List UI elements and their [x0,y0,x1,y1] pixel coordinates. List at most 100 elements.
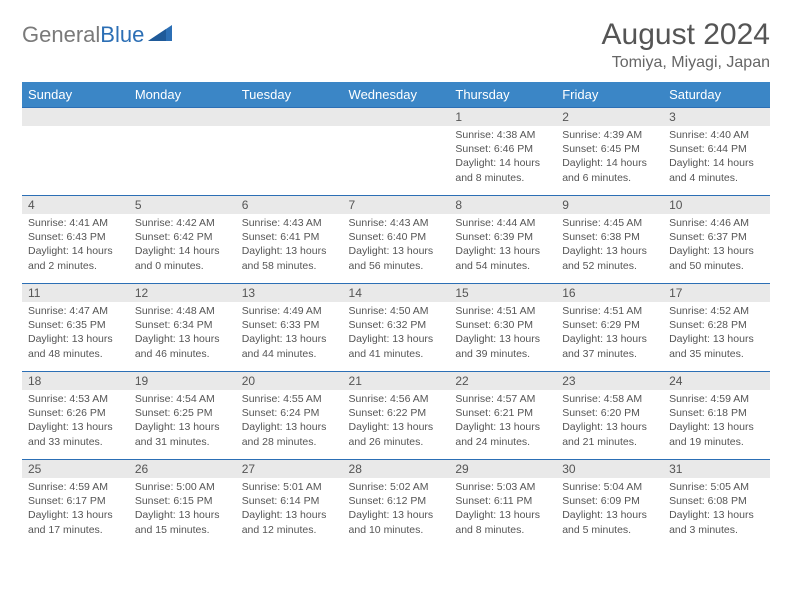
daylight-text-2: and 44 minutes. [242,347,337,361]
sunrise-text: Sunrise: 4:50 AM [349,304,444,318]
daylight-text-1: Daylight: 13 hours [28,508,123,522]
calendar-day-cell: 23Sunrise: 4:58 AMSunset: 6:20 PMDayligh… [556,371,663,459]
daylight-text-1: Daylight: 13 hours [669,508,764,522]
calendar-day-cell [236,107,343,195]
day-number: 18 [22,371,129,390]
day-number: 4 [22,195,129,214]
calendar-day-cell: 13Sunrise: 4:49 AMSunset: 6:33 PMDayligh… [236,283,343,371]
daylight-text-2: and 17 minutes. [28,523,123,537]
day-number: 1 [449,107,556,126]
sunset-text: Sunset: 6:29 PM [562,318,657,332]
day-details: Sunrise: 4:48 AMSunset: 6:34 PMDaylight:… [129,302,236,365]
day-details: Sunrise: 4:43 AMSunset: 6:40 PMDaylight:… [343,214,450,277]
location-subtitle: Tomiya, Miyagi, Japan [602,54,770,72]
day-details: Sunrise: 4:40 AMSunset: 6:44 PMDaylight:… [663,126,770,189]
day-details: Sunrise: 5:00 AMSunset: 6:15 PMDaylight:… [129,478,236,539]
daylight-text-1: Daylight: 14 hours [135,244,230,258]
day-details: Sunrise: 4:47 AMSunset: 6:35 PMDaylight:… [22,302,129,365]
calendar-table: Sunday Monday Tuesday Wednesday Thursday… [22,82,770,547]
weekday-header: Friday [556,82,663,107]
calendar-day-cell: 1Sunrise: 4:38 AMSunset: 6:46 PMDaylight… [449,107,556,195]
day-number: 23 [556,371,663,390]
sunset-text: Sunset: 6:37 PM [669,230,764,244]
day-number-empty [22,107,129,126]
daylight-text-1: Daylight: 13 hours [455,420,550,434]
daylight-text-1: Daylight: 13 hours [349,420,444,434]
daylight-text-2: and 5 minutes. [562,523,657,537]
weekday-header: Monday [129,82,236,107]
calendar-day-cell: 31Sunrise: 5:05 AMSunset: 6:08 PMDayligh… [663,459,770,547]
daylight-text-1: Daylight: 13 hours [242,244,337,258]
calendar-day-cell: 22Sunrise: 4:57 AMSunset: 6:21 PMDayligh… [449,371,556,459]
calendar-day-cell: 25Sunrise: 4:59 AMSunset: 6:17 PMDayligh… [22,459,129,547]
day-number: 24 [663,371,770,390]
calendar-day-cell: 14Sunrise: 4:50 AMSunset: 6:32 PMDayligh… [343,283,450,371]
daylight-text-2: and 52 minutes. [562,259,657,273]
daylight-text-2: and 26 minutes. [349,435,444,449]
sunrise-text: Sunrise: 4:47 AM [28,304,123,318]
sunrise-text: Sunrise: 4:49 AM [242,304,337,318]
day-number: 29 [449,459,556,478]
daylight-text-1: Daylight: 13 hours [28,332,123,346]
day-details: Sunrise: 4:56 AMSunset: 6:22 PMDaylight:… [343,390,450,453]
day-number: 26 [129,459,236,478]
sunrise-text: Sunrise: 4:57 AM [455,392,550,406]
calendar-day-cell [129,107,236,195]
day-number-empty [236,107,343,126]
daylight-text-2: and 41 minutes. [349,347,444,361]
daylight-text-2: and 37 minutes. [562,347,657,361]
daylight-text-1: Daylight: 13 hours [669,244,764,258]
daylight-text-1: Daylight: 13 hours [562,244,657,258]
daylight-text-1: Daylight: 13 hours [455,332,550,346]
sunrise-text: Sunrise: 5:03 AM [455,480,550,494]
day-details: Sunrise: 5:03 AMSunset: 6:11 PMDaylight:… [449,478,556,539]
calendar-day-cell: 27Sunrise: 5:01 AMSunset: 6:14 PMDayligh… [236,459,343,547]
sunrise-text: Sunrise: 5:02 AM [349,480,444,494]
daylight-text-1: Daylight: 13 hours [349,508,444,522]
day-number: 27 [236,459,343,478]
daylight-text-2: and 15 minutes. [135,523,230,537]
daylight-text-1: Daylight: 13 hours [562,420,657,434]
day-number: 9 [556,195,663,214]
day-number: 7 [343,195,450,214]
calendar-day-cell: 17Sunrise: 4:52 AMSunset: 6:28 PMDayligh… [663,283,770,371]
calendar-day-cell [22,107,129,195]
day-details: Sunrise: 5:05 AMSunset: 6:08 PMDaylight:… [663,478,770,539]
calendar-day-cell: 30Sunrise: 5:04 AMSunset: 6:09 PMDayligh… [556,459,663,547]
daylight-text-2: and 0 minutes. [135,259,230,273]
daylight-text-2: and 6 minutes. [562,171,657,185]
calendar-day-cell: 21Sunrise: 4:56 AMSunset: 6:22 PMDayligh… [343,371,450,459]
sunrise-text: Sunrise: 4:56 AM [349,392,444,406]
daylight-text-2: and 4 minutes. [669,171,764,185]
page-title: August 2024 [602,18,770,52]
daylight-text-2: and 48 minutes. [28,347,123,361]
daylight-text-1: Daylight: 14 hours [669,156,764,170]
day-number: 13 [236,283,343,302]
calendar-day-cell: 11Sunrise: 4:47 AMSunset: 6:35 PMDayligh… [22,283,129,371]
daylight-text-1: Daylight: 14 hours [562,156,657,170]
day-number: 12 [129,283,236,302]
day-details: Sunrise: 4:51 AMSunset: 6:30 PMDaylight:… [449,302,556,365]
day-number: 31 [663,459,770,478]
daylight-text-2: and 12 minutes. [242,523,337,537]
sunrise-text: Sunrise: 4:44 AM [455,216,550,230]
sunrise-text: Sunrise: 4:45 AM [562,216,657,230]
day-number: 30 [556,459,663,478]
day-details: Sunrise: 4:51 AMSunset: 6:29 PMDaylight:… [556,302,663,365]
sunset-text: Sunset: 6:32 PM [349,318,444,332]
sunrise-text: Sunrise: 5:01 AM [242,480,337,494]
day-number: 16 [556,283,663,302]
day-details: Sunrise: 4:46 AMSunset: 6:37 PMDaylight:… [663,214,770,277]
daylight-text-2: and 28 minutes. [242,435,337,449]
calendar-day-cell: 7Sunrise: 4:43 AMSunset: 6:40 PMDaylight… [343,195,450,283]
weekday-header: Tuesday [236,82,343,107]
sunrise-text: Sunrise: 5:04 AM [562,480,657,494]
daylight-text-2: and 2 minutes. [28,259,123,273]
sunset-text: Sunset: 6:35 PM [28,318,123,332]
day-number: 25 [22,459,129,478]
sunrise-text: Sunrise: 4:53 AM [28,392,123,406]
calendar-page: GeneralBlue August 2024 Tomiya, Miyagi, … [0,0,792,565]
day-details: Sunrise: 4:59 AMSunset: 6:17 PMDaylight:… [22,478,129,539]
sunset-text: Sunset: 6:11 PM [455,494,550,508]
sunrise-text: Sunrise: 4:59 AM [28,480,123,494]
